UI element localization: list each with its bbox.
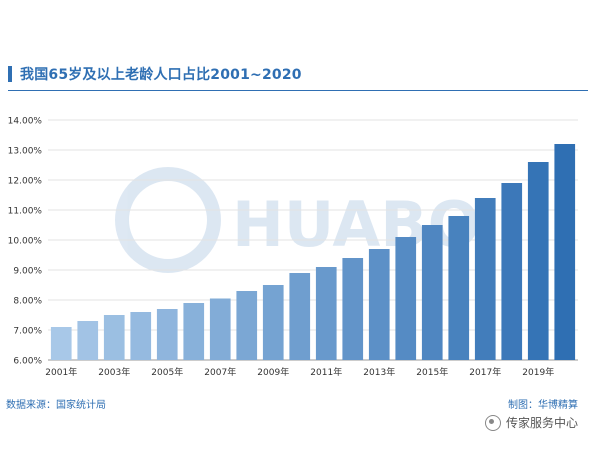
bar <box>156 309 178 360</box>
y-tick-label: 13.00% <box>8 147 43 157</box>
bar <box>315 267 337 360</box>
bar <box>289 273 311 360</box>
y-tick-label: 8.00% <box>13 297 42 307</box>
title-accent-bar <box>8 66 12 82</box>
brand-text: 传家服务中心 <box>505 416 578 430</box>
x-tick-label: 2003年 <box>98 366 130 378</box>
y-tick-label: 14.00% <box>8 117 43 127</box>
bar <box>236 291 258 360</box>
x-tick-label: 2015年 <box>416 366 448 378</box>
x-tick-label: 2011年 <box>310 366 342 378</box>
x-tick-label: 2001年 <box>45 366 77 378</box>
y-tick-label: 9.00% <box>13 267 42 277</box>
bar <box>103 315 125 360</box>
watermark-text: HUABO <box>232 188 480 261</box>
bar <box>77 321 99 360</box>
wechat-icon <box>484 414 501 431</box>
bar <box>183 303 205 360</box>
x-tick-label: 2009年 <box>257 366 289 378</box>
title-divider <box>8 90 588 91</box>
x-tick-label: 2017年 <box>469 366 501 378</box>
watermark-logo-icon <box>115 167 221 273</box>
bar <box>527 162 549 360</box>
bar <box>421 225 443 360</box>
x-tick-label: 2013年 <box>363 366 395 378</box>
y-tick-label: 6.00% <box>13 357 42 367</box>
x-tick-label: 2005年 <box>151 366 183 378</box>
bar <box>395 237 417 360</box>
bar <box>262 285 284 360</box>
y-tick-label: 11.00% <box>8 207 43 217</box>
chart-title-row: 我国65岁及以上老龄人口占比2001~2020 <box>8 62 302 86</box>
bar <box>501 183 523 360</box>
bar <box>50 327 72 360</box>
chart-title: 我国65岁及以上老龄人口占比2001~2020 <box>20 67 302 83</box>
bar <box>474 198 496 360</box>
y-tick-label: 7.00% <box>13 327 42 337</box>
bar <box>130 312 152 360</box>
brand-label: 传家服务中心 <box>484 414 578 431</box>
chart-maker: 制图：华博精算 <box>508 400 578 411</box>
y-tick-label: 10.00% <box>8 237 43 247</box>
bar <box>342 258 364 360</box>
x-tick-label: 2007年 <box>204 366 236 378</box>
data-source: 数据来源：国家统计局 <box>6 400 106 411</box>
x-tick-label: 2019年 <box>522 366 554 378</box>
bar <box>368 249 390 360</box>
bar <box>554 144 576 360</box>
bar <box>209 298 231 360</box>
y-tick-label: 12.00% <box>8 177 43 187</box>
bar <box>448 216 470 360</box>
